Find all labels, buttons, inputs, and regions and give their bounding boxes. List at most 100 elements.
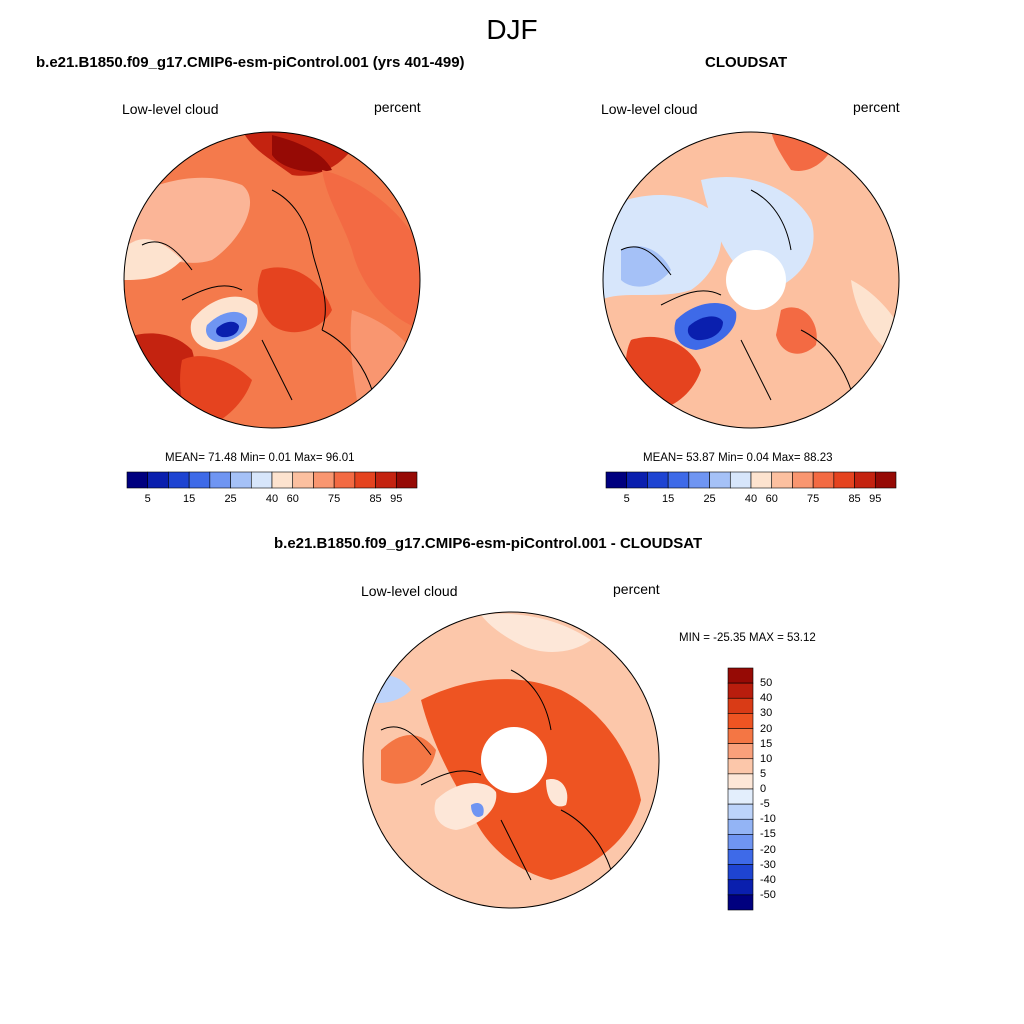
model-units-label: percent xyxy=(374,99,421,115)
obs-colorbar-tick-label: 40 xyxy=(744,493,758,505)
model-coastlines xyxy=(141,189,373,401)
obs-colorbar-bin xyxy=(771,471,793,489)
model-colorbar-bin xyxy=(333,471,356,489)
diff-colorbar-bin xyxy=(727,697,754,714)
model-colorbar-bin xyxy=(168,471,190,489)
obs-greenland-dark xyxy=(687,316,723,341)
obs-field-patch-s xyxy=(776,307,817,354)
model-colorbar-tick-label: 95 xyxy=(390,493,403,505)
obs-colorbar-tick-label: 75 xyxy=(807,493,820,505)
diff-colorbar-bin xyxy=(727,758,754,775)
obs-colorbar-tick-label: 85 xyxy=(848,493,861,505)
obs-colorbar xyxy=(605,471,897,489)
diff-colorbar-bin xyxy=(727,728,754,744)
diff-colorbar-tick-label: -20 xyxy=(760,843,776,856)
diff-greenland-light xyxy=(434,782,497,830)
obs-colorbar-tick-label: 60 xyxy=(765,493,778,505)
diff-stats: MIN = -25.35 MAX = 53.12 xyxy=(679,632,816,644)
model-colorbar-tick-label: 60 xyxy=(286,493,299,505)
model-colorbar-bin xyxy=(292,471,314,489)
obs-stats: MEAN= 53.87 Min= 0.04 Max= 88.23 xyxy=(643,452,833,464)
diff-colorbar-tick-label: -10 xyxy=(760,813,776,826)
diff-colorbar-tick-label: -5 xyxy=(760,798,770,811)
model-colorbar-bin xyxy=(209,471,231,489)
diff-colorbar-tick-label: 40 xyxy=(760,692,773,705)
diff-colorbar-bin xyxy=(727,818,754,835)
model-colorbar-tick-label: 85 xyxy=(369,493,382,505)
obs-polar-map xyxy=(602,131,900,429)
obs-colorbar-bin xyxy=(667,471,690,489)
model-colorbar xyxy=(126,471,418,489)
obs-colorbar-tick-label: 15 xyxy=(662,493,675,505)
diff-colorbar-bin xyxy=(727,894,754,911)
diff-missing-pole xyxy=(481,727,547,793)
model-colorbar-bin xyxy=(271,471,294,489)
model-colorbar-tick-label: 25 xyxy=(224,493,237,505)
diff-coastlines xyxy=(380,669,612,881)
model-field-patch-n-dark xyxy=(272,135,332,172)
diff-colorbar-bin xyxy=(727,864,754,881)
diff-colorbar-bin xyxy=(727,834,754,850)
obs-map-border xyxy=(602,131,900,429)
diff-map-border xyxy=(362,611,660,909)
diff-field-patch-center-light xyxy=(546,779,568,807)
obs-colorbar-bin xyxy=(729,471,752,489)
obs-field-patch-n xyxy=(701,176,814,290)
diff-colorbar-bin xyxy=(727,803,754,820)
obs-colorbar-tick-label: 5 xyxy=(623,493,630,505)
diff-colorbar-tick-label: -40 xyxy=(760,873,776,886)
model-colorbar-bin xyxy=(313,471,335,489)
obs-colorbar-ticks: 5 15 25 40 60 75 85 95 xyxy=(606,493,896,507)
model-field-patch-center xyxy=(257,267,332,333)
diff-colorbar-bin xyxy=(727,788,754,805)
diff-colorbar-tick-label: -50 xyxy=(760,888,776,901)
model-colorbar-bin xyxy=(354,471,376,489)
model-polar-map xyxy=(123,131,421,429)
model-colorbar-bin xyxy=(188,471,211,489)
model-colorbar-ticks: 5 15 25 40 60 75 85 95 xyxy=(127,493,417,507)
diff-colorbar-tick-label: 20 xyxy=(760,722,773,735)
diff-colorbar-tick-label: 30 xyxy=(760,707,773,720)
model-colorbar-tick-label: 40 xyxy=(265,493,279,505)
diff-colorbar-tick-label: -30 xyxy=(760,858,776,871)
diff-colorbar-tick-label: 50 xyxy=(760,677,773,690)
model-variable-label: Low-level cloud xyxy=(122,101,219,117)
diff-panel-title: b.e21.B1850.f09_g17.CMIP6-esm-piControl.… xyxy=(274,535,703,552)
diff-colorbar-bin xyxy=(727,849,754,865)
diff-variable-label: Low-level cloud xyxy=(361,583,458,599)
model-colorbar-bin xyxy=(375,471,397,489)
model-colorbar-tick-label: 5 xyxy=(144,493,151,505)
obs-field-patch-w xyxy=(621,246,671,287)
obs-colorbar-bin xyxy=(833,471,855,489)
diff-field-patch-n-light xyxy=(481,613,591,652)
model-greenland-dark xyxy=(216,321,239,338)
diff-greenland-blue xyxy=(471,803,484,817)
obs-variable-label: Low-level cloud xyxy=(601,101,698,117)
obs-units-label: percent xyxy=(853,99,900,115)
model-colorbar-bin xyxy=(126,471,149,489)
diff-colorbar-bin xyxy=(727,713,754,729)
obs-panel-title: CLOUDSAT xyxy=(705,54,788,71)
diff-colorbar-bin xyxy=(727,667,754,684)
obs-colorbar-bin xyxy=(854,471,876,489)
diff-colorbar-bin xyxy=(727,773,754,790)
model-colorbar-tick-label: 15 xyxy=(183,493,196,505)
model-colorbar-bin xyxy=(395,471,418,489)
obs-colorbar-bin xyxy=(750,471,773,489)
model-colorbar-bin xyxy=(230,471,252,489)
diff-polar-map xyxy=(362,611,660,909)
obs-coastlines xyxy=(620,189,852,401)
diff-colorbar-bin xyxy=(727,682,754,699)
obs-colorbar-tick-label: 25 xyxy=(703,493,716,505)
diff-colorbar-bin xyxy=(727,743,754,760)
figure-title: DJF xyxy=(486,14,538,45)
obs-colorbar-tick-label: 95 xyxy=(869,493,882,505)
model-colorbar-bin xyxy=(250,471,273,489)
diff-units-label: percent xyxy=(613,581,660,597)
diff-colorbar-tick-label: 15 xyxy=(760,737,773,750)
model-colorbar-bin xyxy=(147,471,169,489)
diff-colorbar-tick-label: 10 xyxy=(760,752,773,765)
model-stats: MEAN= 71.48 Min= 0.01 Max= 96.01 xyxy=(165,452,355,464)
obs-colorbar-bin xyxy=(647,471,669,489)
model-field-patch-e xyxy=(322,170,420,330)
